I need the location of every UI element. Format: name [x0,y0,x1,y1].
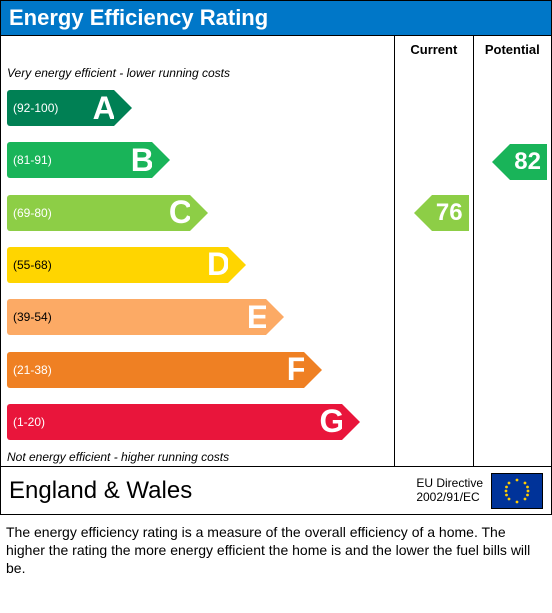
current-value-arrow: 76 [432,195,469,231]
directive-line1: EU Directive [416,476,483,490]
band-letter-g: G [319,403,344,440]
band-bar-a: (92-100) A [7,90,114,126]
band-row-b: (81-91) B [7,134,388,186]
footer-row: England & Wales EU Directive 2002/91/EC [0,467,552,515]
directive-label: EU Directive 2002/91/EC [416,477,483,503]
band-bar-e: (39-54) E [7,299,266,335]
scale-column: Very energy efficient - lower running co… [1,36,395,466]
band-letter-e: E [247,299,268,336]
band-row-d: (55-68) D [7,239,388,291]
band-letter-f: F [287,351,307,388]
potential-header: Potential [474,36,551,65]
band-range-e: (39-54) [7,310,52,324]
epc-chart: Energy Efficiency Rating Very energy eff… [0,0,552,586]
current-header: Current [395,36,472,65]
band-letter-c: C [169,194,192,231]
band-bar-f: (21-38) F [7,352,304,388]
band-row-c: (69-80) C [7,187,388,239]
region-label: England & Wales [9,477,416,505]
band-range-c: (69-80) [7,206,52,220]
band-bar-c: (69-80) C [7,195,190,231]
bands-container: (92-100) A (81-91) B (69-80) C (55-68) D (39-54)… [1,82,394,448]
band-bar-d: (55-68) D [7,247,228,283]
title-text: Energy Efficiency Rating [9,5,268,30]
band-row-a: (92-100) A [7,82,388,134]
band-letter-a: A [93,90,116,127]
current-column: Current 76 [395,36,473,466]
band-range-f: (21-38) [7,363,52,377]
current-value: 76 [436,199,463,227]
band-range-b: (81-91) [7,153,52,167]
band-range-d: (55-68) [7,258,52,272]
band-row-f: (21-38) F [7,343,388,395]
scale-header [1,36,394,64]
potential-column: Potential 82 [474,36,551,466]
efficient-note: Very energy efficient - lower running co… [1,64,394,82]
band-bar-g: (1-20) G [7,404,342,440]
directive-line2: 2002/91/EC [416,490,479,504]
title-bar: Energy Efficiency Rating [0,0,552,35]
eu-flag-icon [491,473,543,509]
potential-value-arrow: 82 [510,144,547,180]
chart-area: Very energy efficient - lower running co… [0,35,552,467]
band-row-e: (39-54) E [7,291,388,343]
band-bar-b: (81-91) B [7,142,152,178]
inefficient-note: Not energy efficient - higher running co… [1,448,394,466]
band-letter-b: B [131,142,154,179]
description-text: The energy efficiency rating is a measur… [0,515,552,586]
band-range-g: (1-20) [7,415,45,429]
band-range-a: (92-100) [7,101,58,115]
band-letter-d: D [207,246,230,283]
potential-value: 82 [514,148,541,176]
band-row-g: (1-20) G [7,396,388,448]
